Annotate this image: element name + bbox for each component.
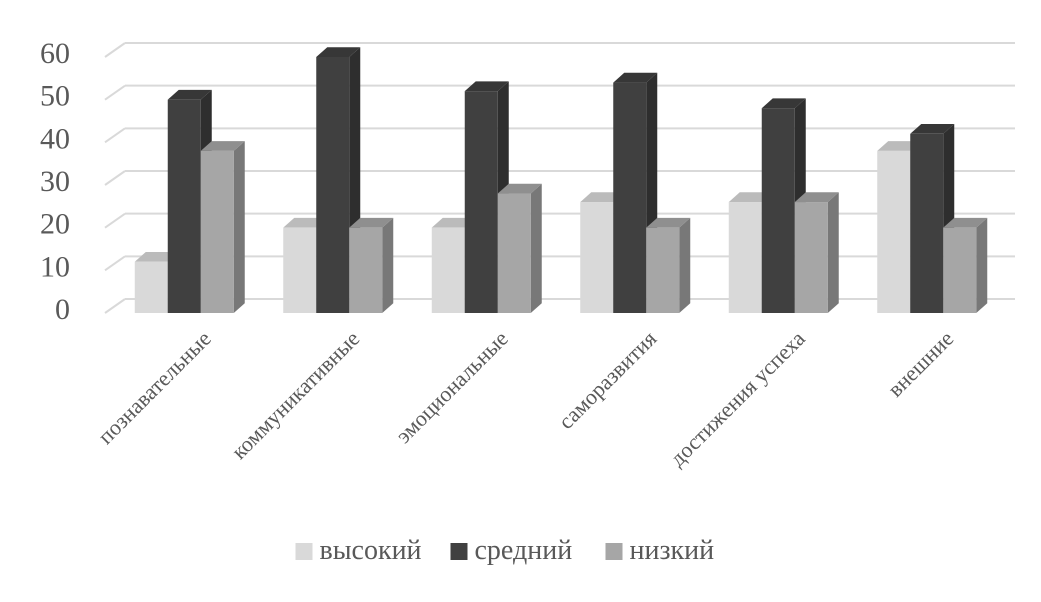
legend-swatch (450, 543, 468, 560)
legend-item: низкий (605, 535, 715, 566)
x-category-label: саморазвития (553, 326, 661, 434)
bar-top (613, 72, 658, 83)
y-tick-label: 60 (40, 37, 70, 70)
y-axis-ticks: 0 10 20 30 40 50 60 (40, 37, 70, 326)
y-tick-label: 10 (40, 250, 70, 283)
bar-front (877, 150, 911, 313)
bar-front (646, 227, 680, 313)
x-category-label: эмоциональные (391, 326, 513, 448)
x-category-label: коммуникативные (226, 326, 364, 464)
bar (943, 217, 988, 313)
bar-front (316, 57, 350, 313)
bar-front (910, 133, 944, 313)
x-category-label: познавательные (93, 326, 216, 449)
bar-top (646, 217, 691, 228)
x-category-label: достижения успеха (665, 326, 810, 471)
x-category-label: внешние (882, 326, 958, 402)
gridline-depth (104, 255, 126, 272)
gridline-depth (104, 127, 126, 144)
bar-side (530, 183, 542, 313)
bar-top (200, 141, 245, 151)
bar (794, 192, 839, 313)
bar-top (497, 183, 542, 194)
bar-side (233, 141, 245, 313)
bar-top (794, 192, 839, 203)
legend-swatch (295, 543, 313, 560)
bar-top (761, 98, 806, 109)
y-tick-label: 30 (40, 165, 70, 198)
x-axis-categories: познавательные коммуникативные эмоциональн… (93, 326, 959, 471)
bar (349, 217, 394, 313)
bar-side (827, 192, 839, 313)
gridline-depth (104, 42, 126, 58)
bar-top (316, 47, 361, 57)
gridline-depth (104, 212, 126, 229)
bar-top (167, 89, 212, 100)
bar (646, 217, 691, 313)
bar-front (283, 227, 317, 313)
legend-item: высокий (295, 535, 422, 566)
y-tick-label: 50 (40, 80, 70, 113)
gridline-depth (104, 298, 126, 314)
bar (316, 47, 361, 313)
y-tick-label: 20 (40, 208, 70, 241)
bar-front (943, 227, 977, 313)
legend: высокий средний низкий (295, 535, 715, 566)
bar-top (349, 217, 394, 228)
bar-side (679, 217, 691, 313)
legend-label: средний (475, 535, 573, 566)
gridline-depth (104, 84, 126, 101)
bar-front (497, 193, 531, 313)
legend-swatch (605, 543, 623, 560)
bar-front (613, 82, 647, 313)
bar (200, 141, 245, 313)
bar-side (976, 217, 988, 313)
bar (497, 183, 542, 313)
bar-front (349, 227, 383, 313)
bar-top (943, 217, 988, 228)
bar-front (580, 202, 614, 313)
bar-front (728, 202, 762, 313)
bar-front (167, 99, 201, 314)
bar-top (910, 124, 955, 134)
bar-front (761, 108, 795, 313)
y-tick-label: 0 (55, 293, 70, 326)
bar-front (200, 150, 234, 313)
bar-front (794, 202, 828, 313)
bar-front (431, 227, 465, 313)
legend-label: низкий (630, 535, 715, 566)
bars (134, 47, 988, 314)
y-tick-label: 40 (40, 122, 70, 155)
bar-top (464, 81, 509, 92)
bar-front (464, 91, 498, 313)
gridline-depth (104, 170, 126, 186)
gridlines (104, 42, 1015, 314)
bar-front (134, 261, 168, 313)
legend-label: высокий (320, 535, 422, 566)
legend-item: средний (450, 535, 573, 566)
bar-side (382, 217, 394, 313)
